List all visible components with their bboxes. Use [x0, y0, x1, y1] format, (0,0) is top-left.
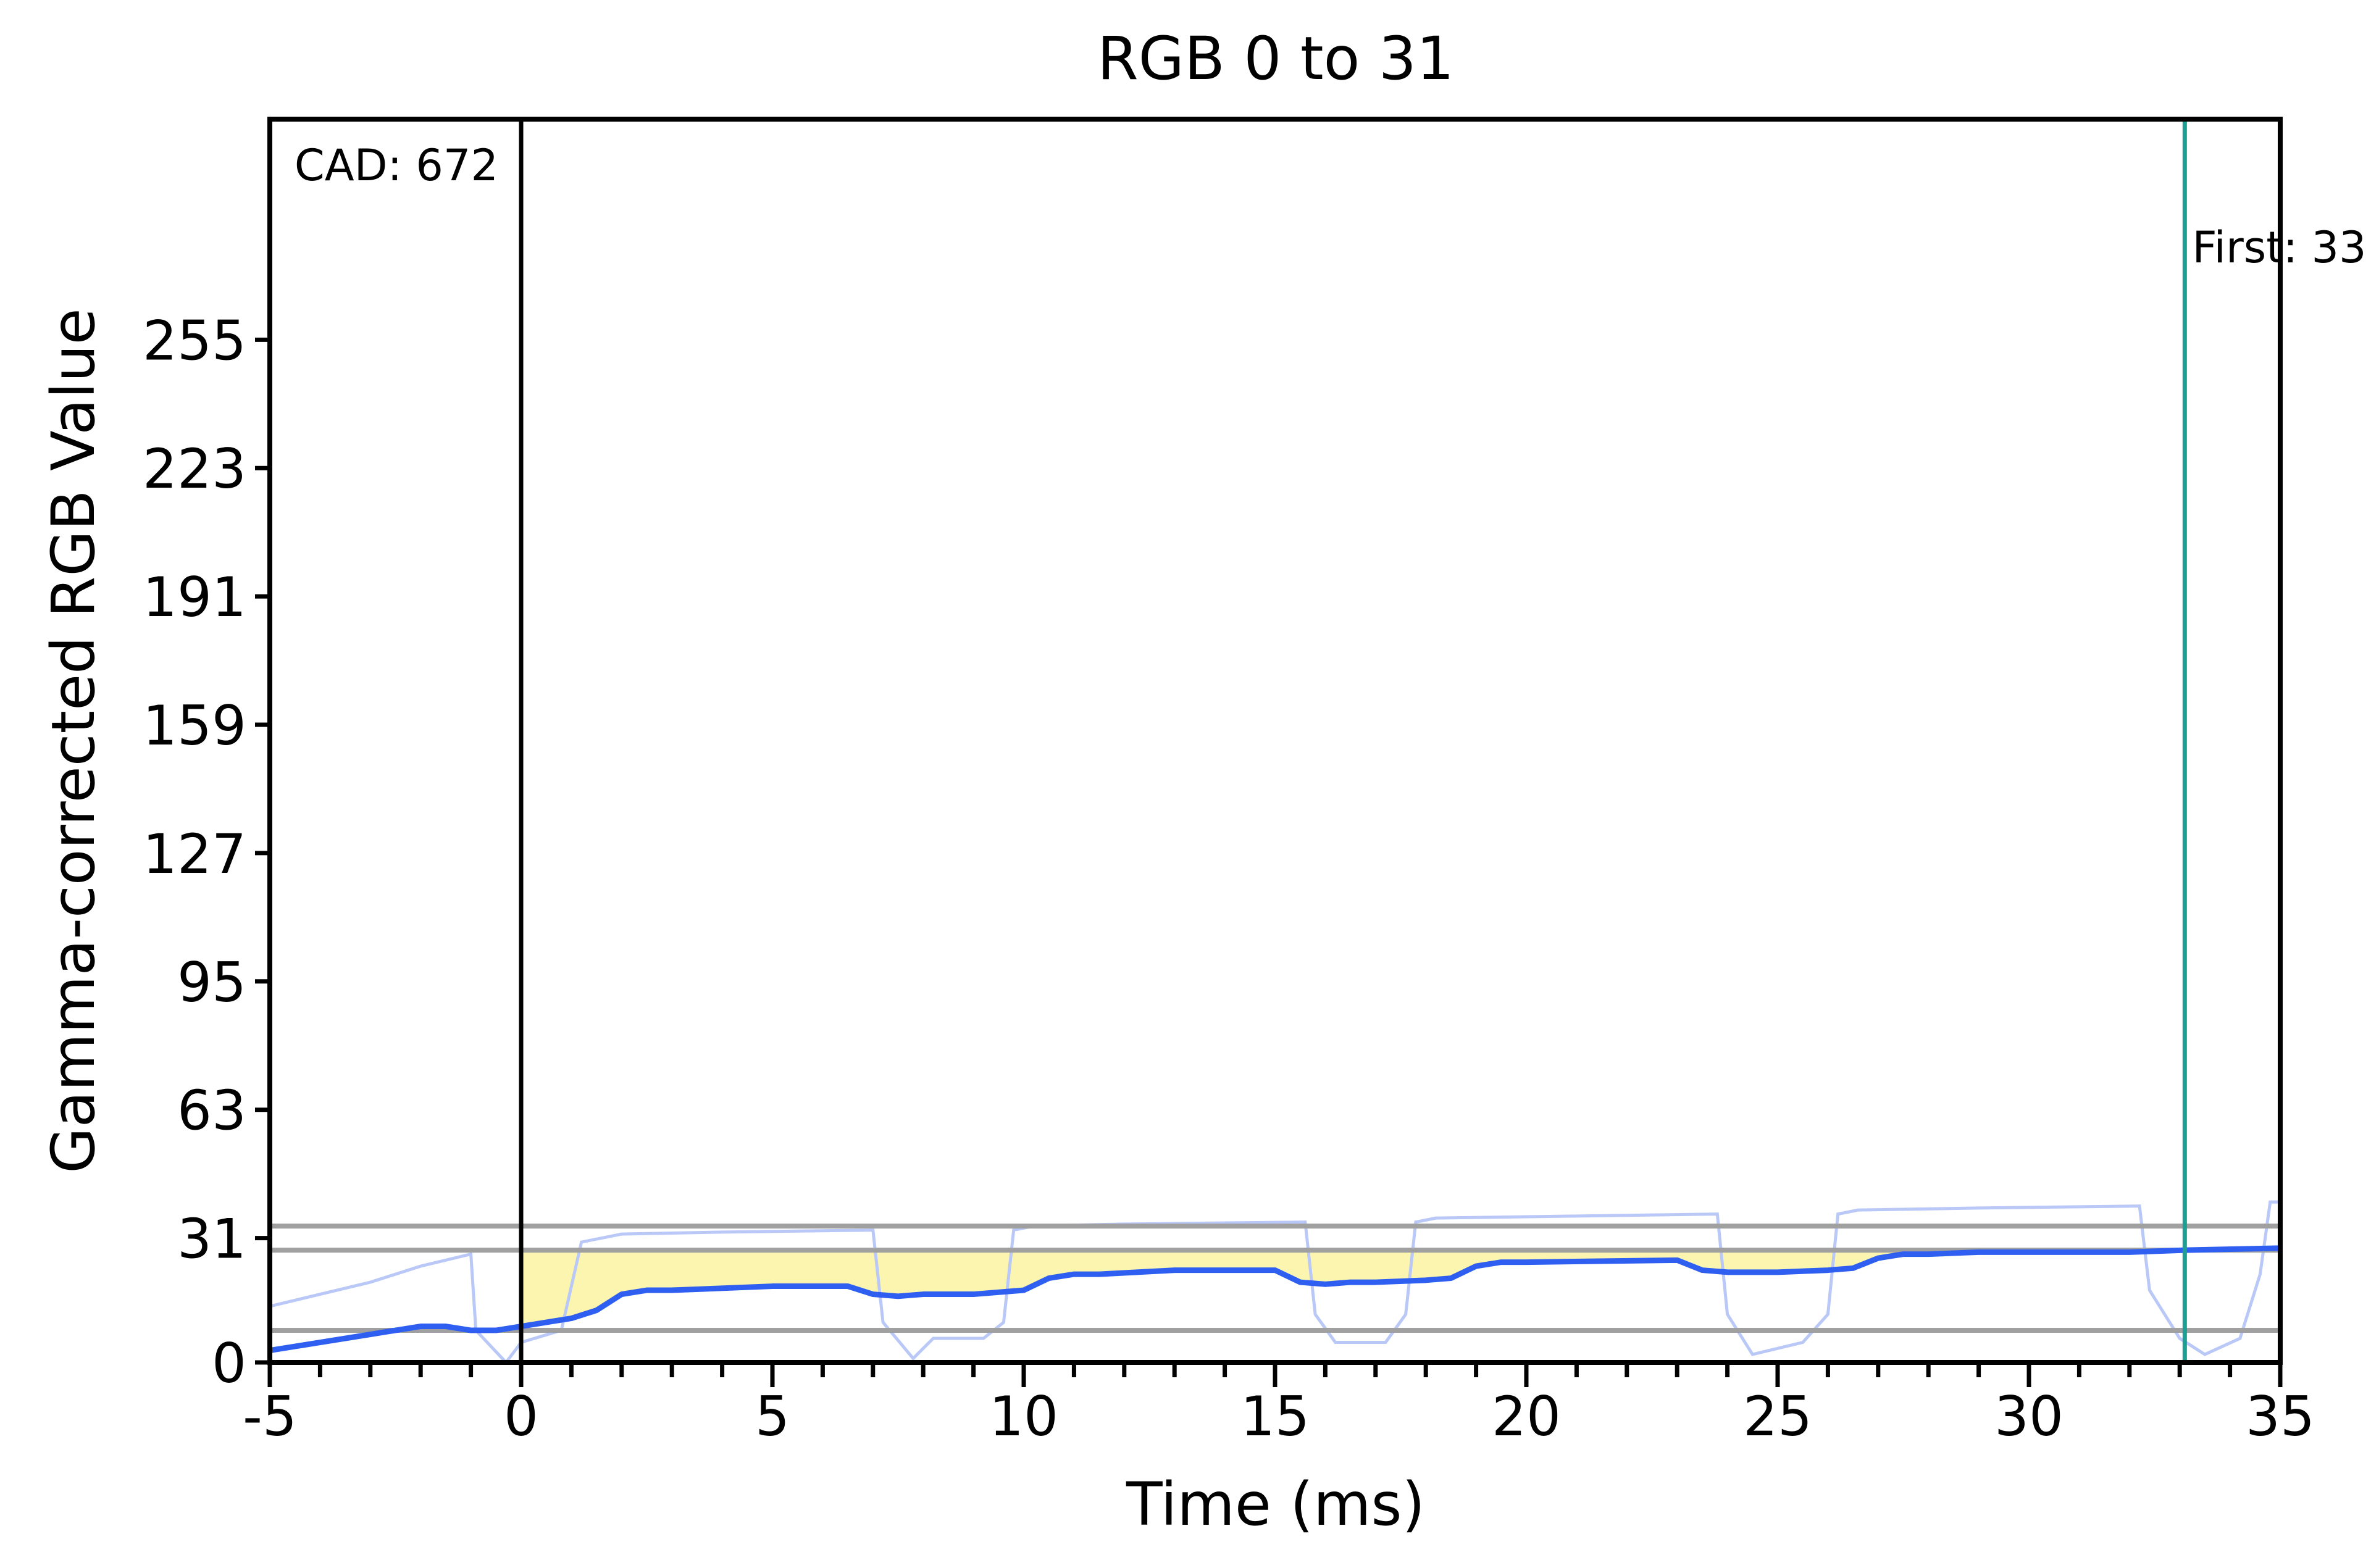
- x-tick-label: 10: [989, 1385, 1058, 1448]
- x-tick-label: 25: [1743, 1385, 1812, 1448]
- x-tick-label: 5: [755, 1385, 790, 1448]
- y-tick-label: 0: [212, 1332, 246, 1395]
- y-tick-label: 255: [143, 309, 246, 372]
- y-tick-label: 95: [177, 951, 246, 1014]
- plot-area: [270, 119, 2280, 1362]
- y-axis-label: Gamma-corrected RGB Value: [39, 308, 108, 1173]
- x-tick-label: -5: [243, 1385, 297, 1448]
- y-tick-label: 63: [177, 1079, 246, 1143]
- y-tick-label: 191: [143, 565, 246, 629]
- shaded-region: [521, 1250, 2185, 1327]
- plot-clip-group: [270, 119, 2280, 1362]
- chart-title: RGB 0 to 31: [1097, 24, 1454, 93]
- marker-label-first: First: 33.: [2192, 222, 2371, 273]
- x-tick-label: 35: [2246, 1385, 2315, 1448]
- raw-series-line: [270, 1200, 2280, 1362]
- y-tick-label: 223: [143, 437, 246, 501]
- y-tick-label: 127: [143, 822, 246, 886]
- plot-frame: [267, 117, 2283, 1365]
- x-tick-label: 0: [504, 1385, 538, 1448]
- y-tick-label: 159: [143, 694, 246, 757]
- x-tick-label: 15: [1240, 1385, 1310, 1448]
- y-tick-label: 31: [177, 1207, 246, 1271]
- x-tick-label: 20: [1492, 1385, 1561, 1448]
- x-tick-label: 30: [1994, 1385, 2064, 1448]
- x-axis-label: Time (ms): [1126, 1470, 1425, 1539]
- marker-labels: CAD: 672 First: 33.: [295, 140, 2371, 273]
- marker-label-cad-start: CAD: 672: [295, 140, 498, 191]
- smoothed-series-line: [270, 1245, 2280, 1353]
